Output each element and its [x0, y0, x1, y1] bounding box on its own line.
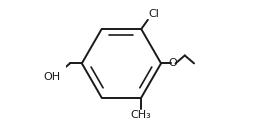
Text: CH₃: CH₃: [131, 110, 152, 120]
Text: Cl: Cl: [148, 9, 159, 19]
Text: O: O: [168, 58, 177, 68]
Text: OH: OH: [43, 72, 60, 82]
